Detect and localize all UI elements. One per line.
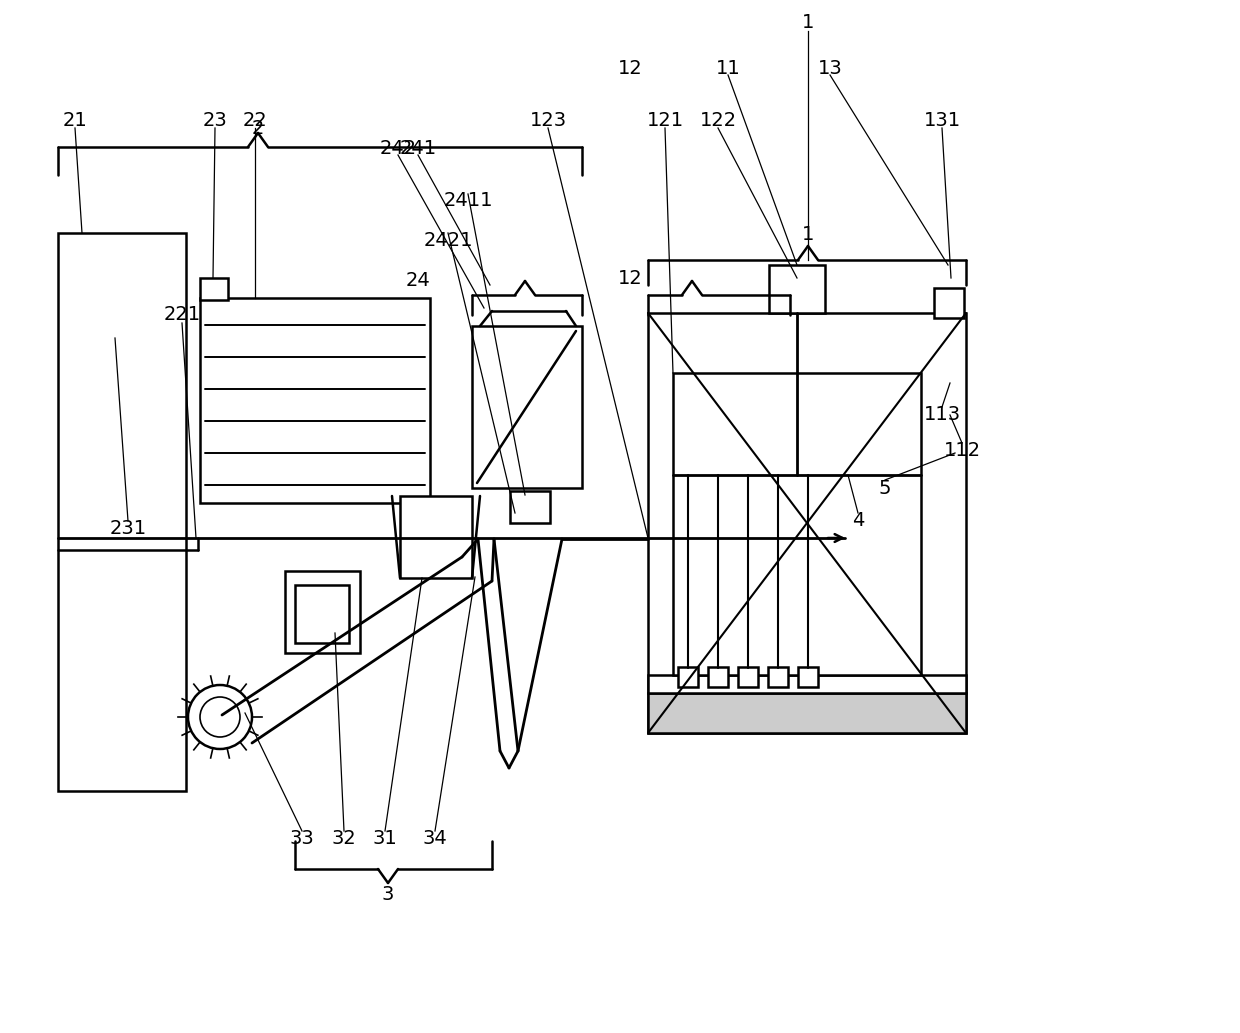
Text: 241: 241 — [399, 138, 436, 157]
Text: 21: 21 — [63, 112, 87, 130]
Bar — [673, 373, 921, 675]
Circle shape — [188, 685, 252, 749]
Text: 2411: 2411 — [443, 191, 492, 211]
Text: 32: 32 — [331, 828, 356, 847]
Text: 22: 22 — [243, 112, 268, 130]
Bar — [768, 667, 787, 687]
Bar — [510, 491, 551, 523]
Text: 12: 12 — [618, 59, 642, 77]
Text: 1: 1 — [802, 13, 815, 32]
Bar — [799, 667, 818, 687]
Bar — [678, 667, 698, 687]
Text: 2: 2 — [252, 119, 264, 137]
Text: 113: 113 — [924, 406, 961, 425]
Text: 122: 122 — [699, 112, 737, 130]
Text: 1: 1 — [802, 225, 815, 245]
Bar — [708, 667, 728, 687]
Text: 4: 4 — [852, 511, 864, 531]
Text: 24: 24 — [405, 272, 430, 290]
Bar — [200, 278, 228, 300]
Bar — [934, 288, 963, 318]
Text: 13: 13 — [817, 59, 842, 77]
Text: 231: 231 — [109, 519, 146, 537]
Bar — [769, 265, 825, 313]
Text: 12: 12 — [618, 269, 642, 287]
Text: 31: 31 — [373, 828, 397, 847]
Bar — [58, 233, 186, 791]
Bar — [295, 585, 348, 643]
Bar — [649, 313, 966, 733]
Text: 11: 11 — [715, 59, 740, 77]
Bar — [401, 496, 472, 578]
Text: 242: 242 — [379, 138, 417, 157]
Text: 131: 131 — [924, 112, 961, 130]
Text: 3: 3 — [382, 885, 394, 905]
Text: 121: 121 — [646, 112, 683, 130]
Text: 2421: 2421 — [423, 231, 472, 250]
Bar — [472, 326, 582, 488]
Bar — [200, 298, 430, 503]
Bar — [738, 667, 758, 687]
Text: 33: 33 — [290, 828, 315, 847]
Text: 34: 34 — [423, 828, 448, 847]
Text: 123: 123 — [529, 112, 567, 130]
Text: 5: 5 — [879, 478, 892, 498]
Bar — [285, 571, 360, 653]
Text: 112: 112 — [944, 441, 981, 461]
Bar — [649, 693, 966, 733]
Bar — [649, 675, 966, 693]
Text: 221: 221 — [164, 306, 201, 324]
Text: 23: 23 — [202, 112, 227, 130]
Circle shape — [200, 697, 241, 737]
